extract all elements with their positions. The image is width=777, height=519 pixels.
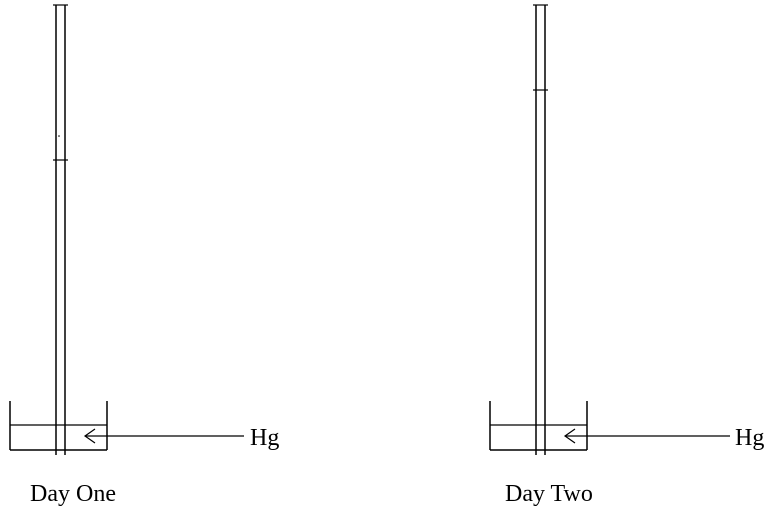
tube-day-two: [533, 4, 548, 455]
tube-dot: [58, 135, 60, 137]
caption-day-two: Day Two: [505, 481, 593, 507]
tube-day-one: [53, 4, 68, 455]
barometer-day-one: Hg Day One: [9, 4, 279, 507]
barometer-day-two: Hg Day Two: [489, 4, 764, 507]
hg-pointer-arrow-day-one: [83, 428, 244, 444]
hg-label-day-two: Hg: [735, 425, 764, 451]
arrow-head: [563, 428, 576, 444]
mercury-dish-day-one: [9, 401, 108, 451]
mercury-dish-day-two: [489, 401, 588, 451]
arrow-head: [83, 428, 96, 444]
hg-label-day-one: Hg: [250, 425, 279, 451]
caption-day-one: Day One: [30, 481, 116, 507]
hg-pointer-arrow-day-two: [563, 428, 730, 444]
